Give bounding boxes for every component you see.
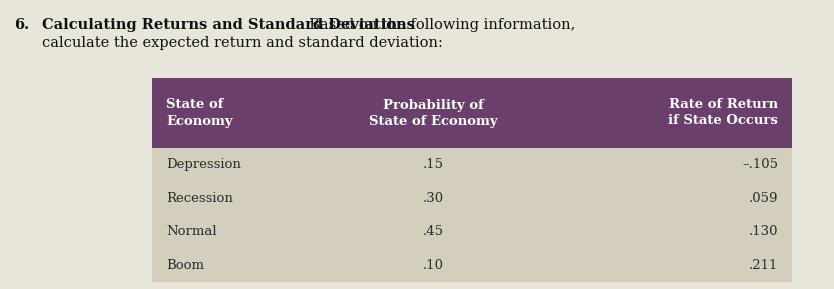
Bar xyxy=(152,78,792,148)
Text: Based on the following information,: Based on the following information, xyxy=(300,18,575,32)
Text: Calculating Returns and Standard Deviations: Calculating Returns and Standard Deviati… xyxy=(42,18,414,32)
Text: .130: .130 xyxy=(748,225,778,238)
Text: –.105: –.105 xyxy=(742,158,778,171)
Text: .45: .45 xyxy=(423,225,444,238)
Text: Probability of
State of Economy: Probability of State of Economy xyxy=(369,99,498,127)
Text: Rate of Return
if State Occurs: Rate of Return if State Occurs xyxy=(668,99,778,127)
Text: .30: .30 xyxy=(423,192,445,205)
Text: Depression: Depression xyxy=(166,158,241,171)
Text: .211: .211 xyxy=(749,259,778,272)
Text: State of
Economy: State of Economy xyxy=(166,99,233,127)
Text: 6.: 6. xyxy=(14,18,29,32)
Text: .059: .059 xyxy=(748,192,778,205)
Text: .10: .10 xyxy=(423,259,444,272)
Text: Normal: Normal xyxy=(166,225,217,238)
Text: .15: .15 xyxy=(423,158,444,171)
Bar xyxy=(152,148,792,282)
Text: Boom: Boom xyxy=(166,259,204,272)
Text: calculate the expected return and standard deviation:: calculate the expected return and standa… xyxy=(42,36,443,50)
Text: Recession: Recession xyxy=(166,192,233,205)
